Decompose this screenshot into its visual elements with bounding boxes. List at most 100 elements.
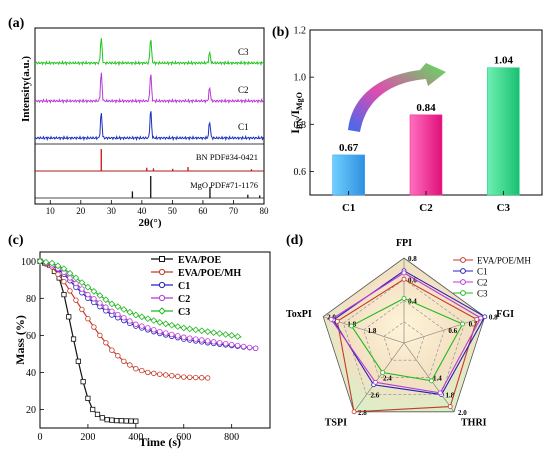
xrd-x-tick-label: 10 bbox=[46, 206, 56, 216]
tga-legend-marker bbox=[159, 256, 165, 262]
xrd-x-tick-label: 50 bbox=[168, 206, 178, 216]
tga-marker bbox=[222, 341, 229, 347]
tga-marker bbox=[66, 269, 74, 277]
panel-label-d: (d) bbox=[286, 233, 303, 248]
tga-x-tick-label: 400 bbox=[128, 432, 143, 443]
tga-marker bbox=[99, 415, 105, 421]
tga-marker bbox=[114, 303, 122, 311]
bar-y-tick-label: 1.0 bbox=[294, 73, 307, 84]
tga-marker bbox=[187, 335, 193, 341]
tga-marker bbox=[216, 330, 224, 337]
radar-ring-label: 1.8 bbox=[445, 392, 454, 400]
xrd-frame bbox=[34, 27, 265, 205]
radar-ring-label: 0.7 bbox=[469, 320, 478, 328]
tga-y-tick-label: 40 bbox=[26, 368, 36, 379]
tga-marker bbox=[246, 344, 253, 351]
tga-marker bbox=[222, 331, 230, 338]
tga-legend-label: EVA/POE bbox=[178, 255, 221, 266]
tga-marker bbox=[48, 259, 56, 267]
radar-panel: FPI0.40.60.8FGI0.60.70.8THRI1.41.82.0TSP… bbox=[286, 238, 531, 428]
radar-ring-label: 0.6 bbox=[448, 327, 457, 335]
radar-marker bbox=[401, 270, 407, 276]
tga-marker bbox=[91, 324, 97, 330]
tga-marker bbox=[162, 320, 170, 328]
tga-marker bbox=[234, 333, 242, 340]
xrd-x-tick-label: 70 bbox=[229, 206, 239, 216]
tga-marker bbox=[96, 292, 104, 299]
xrd-pattern-c3 bbox=[34, 38, 265, 67]
tga-x-tick-label: 600 bbox=[176, 432, 191, 443]
radar-ring bbox=[363, 300, 445, 378]
radar-legend-marker bbox=[460, 290, 466, 296]
tga-marker bbox=[187, 374, 193, 380]
tga-legend-marker bbox=[158, 268, 166, 276]
tga-marker bbox=[80, 379, 86, 385]
radar-legend-marker bbox=[460, 257, 466, 263]
xrd-x-tick-label: 20 bbox=[76, 206, 86, 216]
radar-marker bbox=[429, 378, 434, 384]
xrd-x-tick-label: 40 bbox=[137, 206, 147, 216]
radar-axis-label-fpi: FPI bbox=[396, 238, 412, 249]
tga-marker bbox=[91, 296, 97, 302]
ref-label-0: BN PDF#34-0421 bbox=[196, 152, 258, 162]
tga-marker bbox=[133, 366, 139, 372]
tga-legend-marker bbox=[158, 281, 166, 289]
radar-ring-label: 2.8 bbox=[358, 409, 367, 417]
tga-legend-label: C1 bbox=[178, 281, 190, 292]
tga-marker bbox=[97, 332, 103, 339]
radar-marker bbox=[482, 314, 488, 320]
radar-spoke bbox=[403, 342, 455, 412]
tga-marker bbox=[115, 353, 121, 359]
tga-marker bbox=[193, 336, 199, 342]
tga-marker bbox=[199, 375, 205, 381]
tga-marker bbox=[133, 418, 139, 424]
xrd-x-tick-label: 30 bbox=[107, 206, 117, 216]
radar-ring-label: 2.6 bbox=[371, 392, 380, 400]
panel-label-b: (b) bbox=[272, 25, 289, 40]
radar-marker bbox=[349, 323, 354, 329]
tga-marker bbox=[61, 278, 67, 285]
tga-marker bbox=[104, 417, 110, 423]
tga-marker bbox=[66, 314, 72, 320]
tga-y-tick-label: 60 bbox=[26, 331, 36, 342]
tga-marker bbox=[228, 332, 236, 339]
radar-ring-label: 0.8 bbox=[489, 314, 498, 322]
xrd-x-tick-label: 80 bbox=[260, 206, 270, 216]
tga-marker bbox=[109, 347, 115, 353]
trend-arrow bbox=[348, 63, 446, 132]
tga-marker bbox=[73, 297, 79, 303]
radar-marker bbox=[334, 318, 340, 324]
tga-y-tick-label: 80 bbox=[26, 294, 36, 305]
bar-c1 bbox=[332, 154, 365, 196]
tga-y-tick-label: 100 bbox=[21, 257, 36, 268]
radar-marker bbox=[478, 315, 484, 321]
tga-marker bbox=[115, 311, 121, 318]
tga-marker bbox=[70, 336, 77, 342]
tga-marker bbox=[103, 340, 109, 346]
tga-marker bbox=[186, 325, 194, 333]
tga-marker bbox=[151, 327, 157, 333]
radar-legend-label: EVA/POE/MH bbox=[477, 256, 531, 266]
radar-ring-label: 0.6 bbox=[408, 276, 417, 284]
radar-marker bbox=[460, 321, 466, 327]
tga-marker bbox=[97, 300, 103, 306]
radar-spoke bbox=[403, 316, 485, 344]
bar-c2 bbox=[409, 114, 443, 196]
tga-marker bbox=[174, 323, 182, 330]
tga-legend-label: EVA/POE/MH bbox=[178, 268, 241, 279]
tga-marker bbox=[94, 411, 101, 418]
tga-marker bbox=[199, 337, 205, 343]
tga-marker bbox=[180, 324, 188, 332]
tga-marker bbox=[210, 339, 217, 345]
tga-x-label: Time (s) bbox=[139, 435, 181, 449]
radar-legend-label: C3 bbox=[477, 289, 488, 299]
tga-marker bbox=[61, 292, 67, 298]
tga-marker bbox=[240, 343, 247, 350]
tga-marker bbox=[234, 342, 241, 349]
bar-c3 bbox=[487, 67, 520, 196]
radar-ring-label: 1.4 bbox=[433, 374, 442, 382]
bar-category-label: C2 bbox=[419, 202, 433, 214]
tga-marker bbox=[114, 417, 120, 424]
radar-ring bbox=[343, 278, 465, 395]
